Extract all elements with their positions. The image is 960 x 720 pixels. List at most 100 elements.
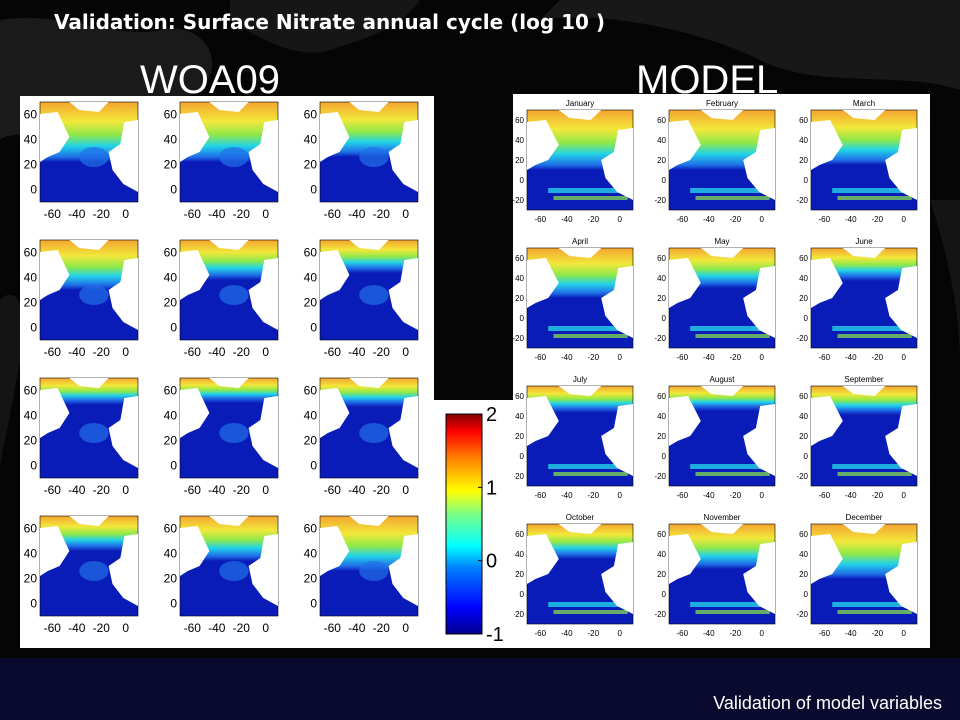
x-tick-label: -40 [845,629,857,638]
y-tick-label: 60 [657,116,666,125]
land-americas [180,112,210,162]
x-tick-label: -60 [44,621,62,635]
land-europe-africa [248,534,278,606]
y-tick-label: 20 [515,294,524,303]
y-tick-label: 0 [30,597,37,611]
land-americas [527,534,559,584]
land-greenland [69,378,109,388]
y-tick-label: 0 [662,590,667,599]
colorbar: 2 1 0 -1 [432,400,514,648]
x-tick-label: -40 [561,491,573,500]
land-europe-africa [885,128,917,200]
x-tick-label: 0 [122,483,129,497]
x-tick-label: 0 [760,353,765,362]
y-tick-label: 60 [304,246,318,260]
month-title: February [706,99,738,108]
land-europe-africa [388,534,418,606]
y-tick-label: -20 [654,472,666,481]
x-tick-label: -60 [184,345,202,359]
x-tick-label: -20 [871,491,883,500]
y-tick-label: 60 [799,530,808,539]
x-tick-label: -40 [68,621,86,635]
x-tick-label: -60 [324,621,342,635]
y-tick-label: 60 [164,246,178,260]
y-tick-label: 60 [657,392,666,401]
woa09-map-panel: 60 40 20 0 -60 -40 -20 0 [24,515,139,635]
y-tick-label: 40 [164,547,178,561]
land-greenland [700,386,744,396]
woa09-map-panel: 60 40 20 0 -60 -40 -20 0 [24,377,139,497]
y-tick-label: 60 [304,108,318,122]
x-tick-label: 0 [902,215,907,224]
x-tick-label: -60 [534,353,546,362]
y-tick-label: 0 [170,459,177,473]
x-tick-label: -20 [587,215,599,224]
y-tick-label: 40 [164,133,178,147]
x-tick-label: -60 [818,353,830,362]
x-tick-label: -40 [348,483,366,497]
month-title: October [566,513,595,522]
y-tick-label: 20 [799,294,808,303]
month-title: August [710,375,736,384]
model-map-panel: May 60 40 20 0 -20 -60 -40 -20 0 [654,237,776,362]
land-greenland [209,102,249,112]
woa09-map-panel: 60 40 20 0 -60 -40 -20 0 [24,239,139,359]
y-tick-label: -20 [654,334,666,343]
x-tick-label: -40 [703,629,715,638]
model-map-panel: August 60 40 20 0 -20 -60 -40 -20 0 [654,375,776,500]
x-tick-label: -20 [233,207,251,221]
x-tick-label: -60 [324,207,342,221]
y-tick-label: 20 [515,570,524,579]
y-tick-label: 0 [804,176,809,185]
y-tick-label: 0 [310,459,317,473]
x-tick-label: 0 [902,353,907,362]
woa09-map-panel: 60 40 20 0 -60 -40 -20 0 [304,515,419,635]
woa09-map-panel: 60 40 20 0 -60 -40 -20 0 [164,515,279,635]
y-tick-label: 60 [24,522,38,536]
x-tick-label: -40 [68,345,86,359]
land-europe-africa [601,542,633,614]
y-tick-label: 40 [164,409,178,423]
x-tick-label: -20 [729,629,741,638]
land-europe-africa [388,396,418,468]
land-greenland [209,378,249,388]
month-title: July [573,375,587,384]
land-americas [527,396,559,446]
woa09-map-panel: 60 40 20 0 -60 -40 -20 0 [164,101,279,221]
colorbar-gradient [445,413,483,635]
x-tick-label: 0 [122,207,129,221]
x-tick-label: -20 [587,353,599,362]
x-tick-label: 0 [262,483,269,497]
land-greenland [558,110,602,120]
y-tick-label: 20 [164,434,178,448]
y-tick-label: 60 [515,254,524,263]
model-map-panel: October 60 40 20 0 -20 -60 -40 -20 0 [513,513,634,638]
x-tick-label: -60 [44,207,62,221]
land-europe-africa [108,258,138,330]
x-tick-label: -60 [184,621,202,635]
y-tick-label: 0 [310,183,317,197]
x-tick-label: -60 [534,629,546,638]
x-tick-label: -40 [845,215,857,224]
land-americas [527,120,559,170]
land-greenland [558,524,602,534]
footer-bar: Validation of model variables [0,658,960,720]
woa09-map-panel: 60 40 20 0 -60 -40 -20 0 [24,101,139,221]
land-greenland [349,516,389,526]
y-tick-label: 20 [657,432,666,441]
y-tick-label: 60 [799,392,808,401]
x-tick-label: -60 [184,207,202,221]
y-tick-label: 0 [804,452,809,461]
y-tick-label: 40 [24,271,38,285]
y-tick-label: 20 [164,572,178,586]
land-greenland [842,524,886,534]
month-title: January [566,99,594,108]
land-greenland [209,516,249,526]
y-tick-label: 40 [304,409,318,423]
x-tick-label: -40 [348,207,366,221]
x-tick-label: 0 [902,491,907,500]
colorbar-tick-label: 0 [486,551,497,573]
land-greenland [842,386,886,396]
x-tick-label: 0 [402,621,409,635]
y-tick-label: 40 [515,136,524,145]
